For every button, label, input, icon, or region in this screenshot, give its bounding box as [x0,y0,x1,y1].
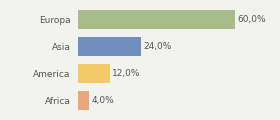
Text: 60,0%: 60,0% [238,15,267,24]
Bar [78,10,235,29]
Text: 12,0%: 12,0% [112,69,141,78]
Text: 24,0%: 24,0% [144,42,172,51]
Bar [78,91,89,110]
Text: 4,0%: 4,0% [92,96,114,105]
Bar [78,64,110,83]
Bar [78,37,141,56]
